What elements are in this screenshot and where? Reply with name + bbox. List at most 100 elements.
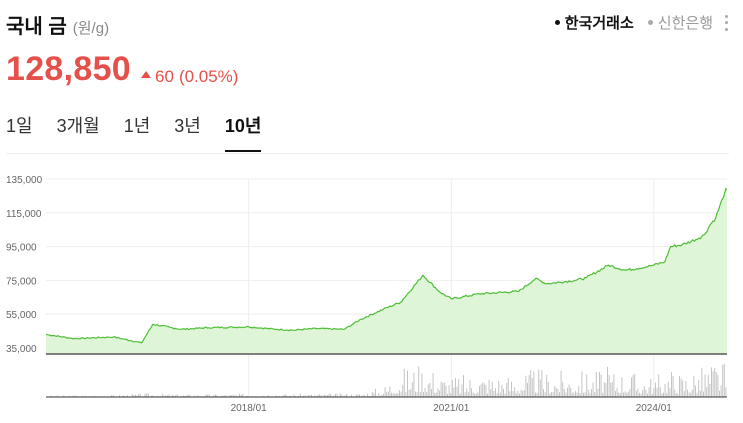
tab-1year[interactable]: 1년 xyxy=(123,116,151,136)
volume-bar xyxy=(431,389,432,397)
source-shinhan[interactable]: 신한은행 xyxy=(647,12,713,33)
volume-bar xyxy=(371,392,373,397)
volume-bar xyxy=(491,381,493,397)
volume-bar xyxy=(362,395,364,397)
volume-bar xyxy=(571,392,573,397)
tab-3month[interactable]: 3개월 xyxy=(56,116,100,136)
volume-bar xyxy=(424,388,426,397)
volume-bar xyxy=(237,395,239,397)
volume-bar xyxy=(387,391,389,397)
volume-bar xyxy=(464,392,466,397)
volume-bar xyxy=(559,392,560,397)
volume-bar xyxy=(400,391,402,397)
volume-bar xyxy=(650,379,652,397)
volume-bar xyxy=(82,395,84,397)
volume-bar xyxy=(357,394,359,397)
volume-bar xyxy=(607,366,608,397)
volume-bar xyxy=(687,389,688,397)
volume-bar xyxy=(447,393,448,397)
volume-bar xyxy=(435,392,437,397)
volume-bar xyxy=(514,387,516,397)
volume-bar xyxy=(543,389,544,397)
volume-bar xyxy=(439,390,440,397)
volume-bar xyxy=(410,389,412,397)
volume-bar xyxy=(602,392,604,397)
volume-bar xyxy=(554,386,556,397)
volume-bar xyxy=(351,394,352,397)
volume-bar xyxy=(399,390,400,397)
volume-bar xyxy=(720,385,722,397)
volume-bar xyxy=(363,394,365,397)
tab-1day[interactable]: 1일 xyxy=(6,116,33,136)
volume-bar xyxy=(725,387,727,397)
unit-label: (원/g) xyxy=(72,20,110,37)
volume-bar xyxy=(216,395,218,397)
tab-10year[interactable]: 10년 xyxy=(224,112,261,152)
volume-bar xyxy=(685,381,687,397)
active-dot-icon xyxy=(554,20,560,25)
volume-bar xyxy=(303,395,304,397)
volume-bar xyxy=(703,391,704,397)
volume-bar xyxy=(693,376,695,397)
volume-bar xyxy=(455,378,456,397)
volume-bar xyxy=(208,394,210,397)
volume-bar xyxy=(197,395,199,397)
volume-bar xyxy=(163,395,165,397)
volume-bar xyxy=(360,395,362,397)
volume-bar xyxy=(175,395,176,397)
volume-bar xyxy=(699,390,701,397)
volume-bar xyxy=(333,395,335,397)
volume-bar xyxy=(664,384,666,397)
y-tick-label: 35,000 xyxy=(6,344,37,355)
tab-divider xyxy=(6,153,729,154)
volume-bar xyxy=(642,390,644,397)
up-triangle-icon xyxy=(141,71,152,78)
volume-bar xyxy=(570,387,572,397)
volume-bar xyxy=(578,386,580,397)
volume-bar xyxy=(339,393,341,397)
volume-bar xyxy=(490,389,492,397)
volume-bar xyxy=(293,394,295,397)
volume-bar xyxy=(315,395,317,397)
volume-bar xyxy=(451,379,453,397)
volume-bar xyxy=(666,393,668,397)
volume-bar xyxy=(440,381,442,397)
y-tick-label: 55,000 xyxy=(6,310,37,321)
volume-bar xyxy=(634,373,636,397)
more-menu-icon[interactable] xyxy=(725,14,729,31)
volume-bar xyxy=(375,388,376,397)
volume-bar xyxy=(463,375,464,397)
volume-bar xyxy=(631,377,632,397)
volume-bar xyxy=(157,395,159,397)
volume-bar xyxy=(539,379,541,397)
y-tick-label: 75,000 xyxy=(6,276,37,287)
tab-3year[interactable]: 3년 xyxy=(174,116,201,136)
volume-bar xyxy=(475,393,477,397)
volume-bar xyxy=(723,363,725,397)
price-chart[interactable]: 135,000 115,000 95,000 75,000 55,000 35,000 20… xyxy=(0,175,743,415)
volume-bar xyxy=(661,393,663,397)
source-krx[interactable]: 한국거래소 xyxy=(554,12,634,33)
volume-bar xyxy=(635,390,637,397)
volume-bar xyxy=(659,387,661,397)
volume-bar xyxy=(671,372,672,397)
volume-bar xyxy=(85,395,87,397)
volume-bar xyxy=(330,393,332,397)
volume-bar xyxy=(205,394,207,397)
volume-bar xyxy=(706,387,708,397)
volume-bar xyxy=(416,392,418,397)
volume-bar xyxy=(579,393,581,397)
volume-bar xyxy=(619,393,621,397)
volume-bar xyxy=(698,380,700,397)
volume-bar xyxy=(474,393,476,397)
volume-bar xyxy=(226,395,228,397)
volume-bar xyxy=(680,378,682,397)
volume-bar xyxy=(658,374,660,397)
volume-bar xyxy=(707,374,709,397)
volume-bar xyxy=(282,395,284,397)
volume-bar xyxy=(640,393,642,397)
volume-bar xyxy=(611,381,613,397)
volume-bar xyxy=(215,394,216,397)
volume-bar xyxy=(600,374,602,397)
volume-bar xyxy=(223,395,224,397)
